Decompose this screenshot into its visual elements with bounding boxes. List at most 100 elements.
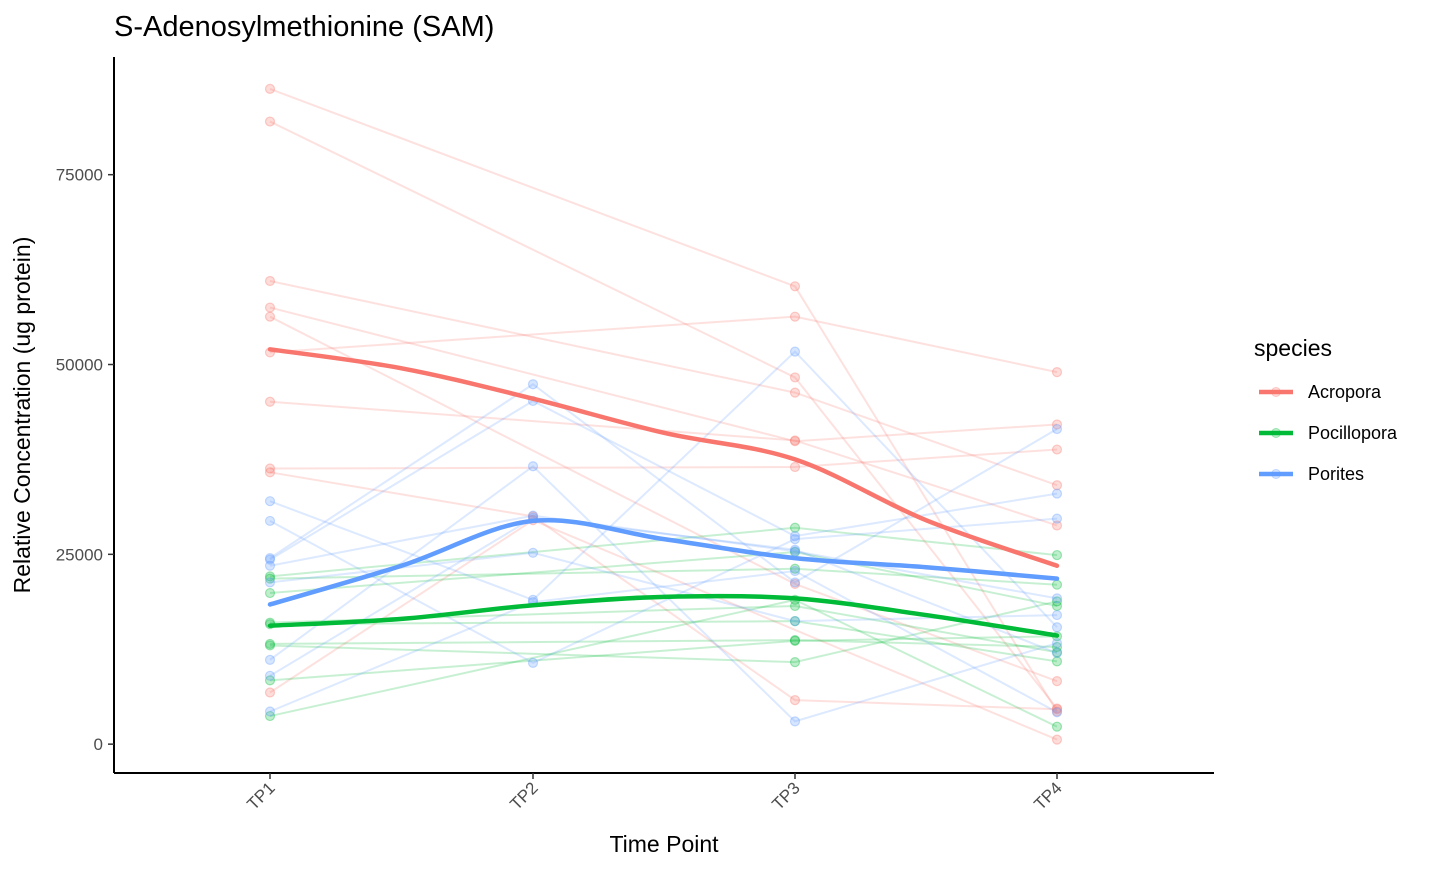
data-point — [264, 587, 276, 599]
data-point — [789, 522, 801, 533]
data-point — [1051, 676, 1063, 687]
individual-line — [269, 464, 1058, 723]
data-point — [1051, 656, 1063, 667]
data-point — [789, 435, 801, 446]
individual-line — [269, 120, 1058, 710]
data-point — [264, 654, 276, 665]
data-point — [527, 379, 539, 390]
data-point — [264, 554, 276, 565]
y-tick-label: 0 — [94, 735, 103, 754]
data-point — [789, 616, 801, 627]
individual-line — [269, 350, 1058, 628]
data-point — [1051, 520, 1063, 531]
individual-line — [269, 567, 1058, 586]
y-tick-label: 25000 — [56, 545, 103, 564]
data-point — [527, 657, 539, 669]
plot-area — [264, 83, 1063, 745]
legend-item-acropora: Acropora — [1259, 382, 1382, 402]
data-point — [264, 687, 276, 698]
data-point — [789, 346, 801, 357]
data-point — [264, 710, 276, 722]
data-point — [789, 695, 801, 706]
data-point — [527, 461, 539, 472]
data-point — [789, 546, 801, 557]
data-point — [1051, 703, 1063, 714]
data-point — [1051, 638, 1063, 649]
individual-line — [269, 516, 1058, 677]
individual-line — [269, 639, 1058, 648]
data-point — [264, 571, 276, 582]
data-point — [1051, 596, 1063, 607]
series-acropora-trend — [267, 347, 1060, 568]
legend-label: Acropora — [1308, 382, 1382, 402]
data-point — [264, 573, 276, 584]
data-point — [789, 716, 801, 727]
data-point — [1051, 641, 1063, 653]
x-axis-title: Time Point — [609, 831, 719, 857]
data-point — [264, 638, 276, 650]
data-point — [1051, 647, 1063, 659]
individual-line — [269, 400, 1058, 527]
data-point — [789, 565, 801, 577]
data-point — [1051, 367, 1063, 378]
legend: species Acropora Pocillopora Porites — [1254, 335, 1398, 484]
legend-label: Porites — [1308, 464, 1364, 484]
individual-line — [269, 399, 1058, 561]
legend-key-point — [1271, 469, 1281, 479]
individual-line — [269, 471, 1058, 711]
data-point — [1051, 579, 1063, 590]
data-point — [1051, 480, 1063, 491]
data-point — [789, 577, 801, 588]
data-point — [264, 670, 276, 681]
individual-line — [269, 604, 1058, 654]
individual-line — [269, 551, 1058, 607]
series-acropora-individuals — [264, 83, 1063, 745]
series-porites-trend — [267, 517, 1060, 607]
data-point — [789, 544, 801, 555]
legend-key-point — [1271, 428, 1281, 438]
data-point — [789, 461, 801, 473]
legend-title: species — [1254, 335, 1332, 361]
individual-line — [269, 280, 1058, 487]
data-point — [264, 83, 276, 94]
data-point — [789, 281, 801, 292]
data-point — [1051, 704, 1063, 715]
data-point — [264, 463, 276, 474]
individual-line — [269, 315, 1058, 683]
legend-item-pocillopora: Pocillopora — [1259, 423, 1398, 443]
data-point — [1051, 707, 1063, 718]
data-point — [264, 675, 276, 686]
y-axis-title: Relative Concentration (ug protein) — [9, 237, 35, 594]
data-point — [789, 578, 801, 590]
data-point — [264, 396, 276, 407]
data-point — [789, 531, 801, 542]
data-point — [1051, 549, 1063, 561]
legend-key-point — [1271, 387, 1281, 397]
data-point — [1051, 423, 1063, 435]
data-point — [789, 436, 801, 447]
series-pocillopora-trend — [267, 593, 1060, 638]
data-point — [264, 311, 276, 322]
data-point — [789, 616, 801, 627]
individual-line — [269, 635, 1058, 682]
data-point — [789, 372, 801, 383]
individual-line — [269, 526, 1058, 578]
data-point — [264, 553, 276, 564]
data-point — [1051, 488, 1063, 499]
y-tick-label: 75000 — [56, 166, 103, 185]
data-point — [789, 657, 801, 668]
y-axis-ticks: 0 25000 50000 75000 — [56, 166, 114, 754]
data-point — [789, 635, 801, 646]
data-point — [1051, 609, 1063, 621]
individual-line — [269, 383, 1058, 584]
data-point — [1051, 593, 1063, 604]
data-point — [1051, 721, 1063, 732]
data-point — [264, 706, 276, 717]
data-point — [789, 600, 801, 612]
legend-item-porites: Porites — [1259, 464, 1364, 484]
data-point — [264, 640, 276, 651]
data-point — [1051, 444, 1063, 455]
data-point — [789, 635, 801, 646]
